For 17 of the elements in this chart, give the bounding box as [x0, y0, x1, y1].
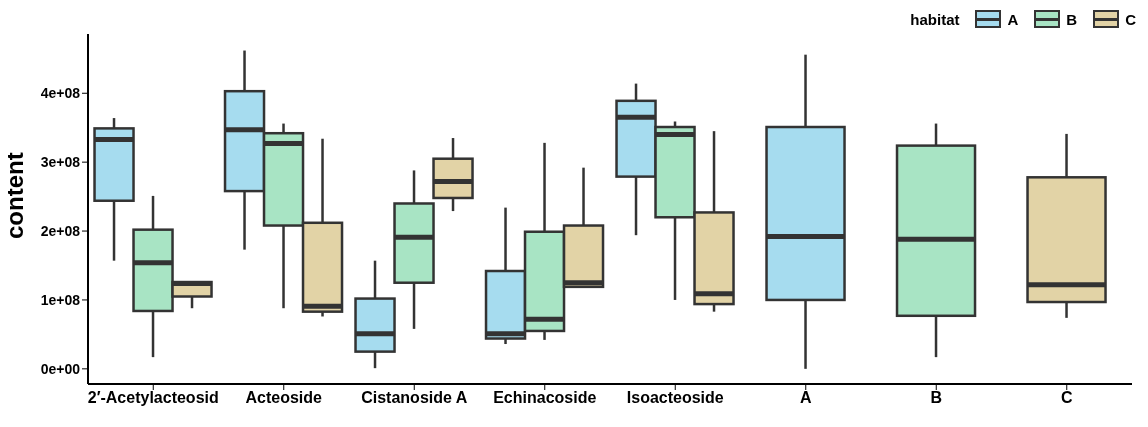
- y-tick-label: 0e+00: [40, 360, 81, 377]
- x-tick-label: C: [1060, 389, 1073, 407]
- x-tick-label: Echinacoside: [493, 389, 597, 407]
- x-tick-label: 2′-Acetylacteosid: [87, 389, 219, 407]
- y-tick-label: 1e+08: [40, 291, 81, 308]
- y-tick-label: 2e+08: [40, 223, 81, 240]
- x-tick-label: Acteoside: [245, 389, 323, 407]
- legend-label: A: [1007, 10, 1019, 28]
- legend-title: habitat: [910, 10, 960, 28]
- y-tick-label: 4e+08: [40, 85, 81, 102]
- x-tick-label: Cistanoside A: [361, 389, 468, 407]
- legend-label: C: [1125, 10, 1136, 28]
- y-tick-label: 3e+08: [40, 154, 81, 171]
- x-tick-label: Isoacteoside: [626, 389, 724, 407]
- x-tick-label: A: [799, 389, 812, 407]
- x-tick-label: B: [930, 389, 943, 407]
- legend-label: B: [1066, 10, 1078, 28]
